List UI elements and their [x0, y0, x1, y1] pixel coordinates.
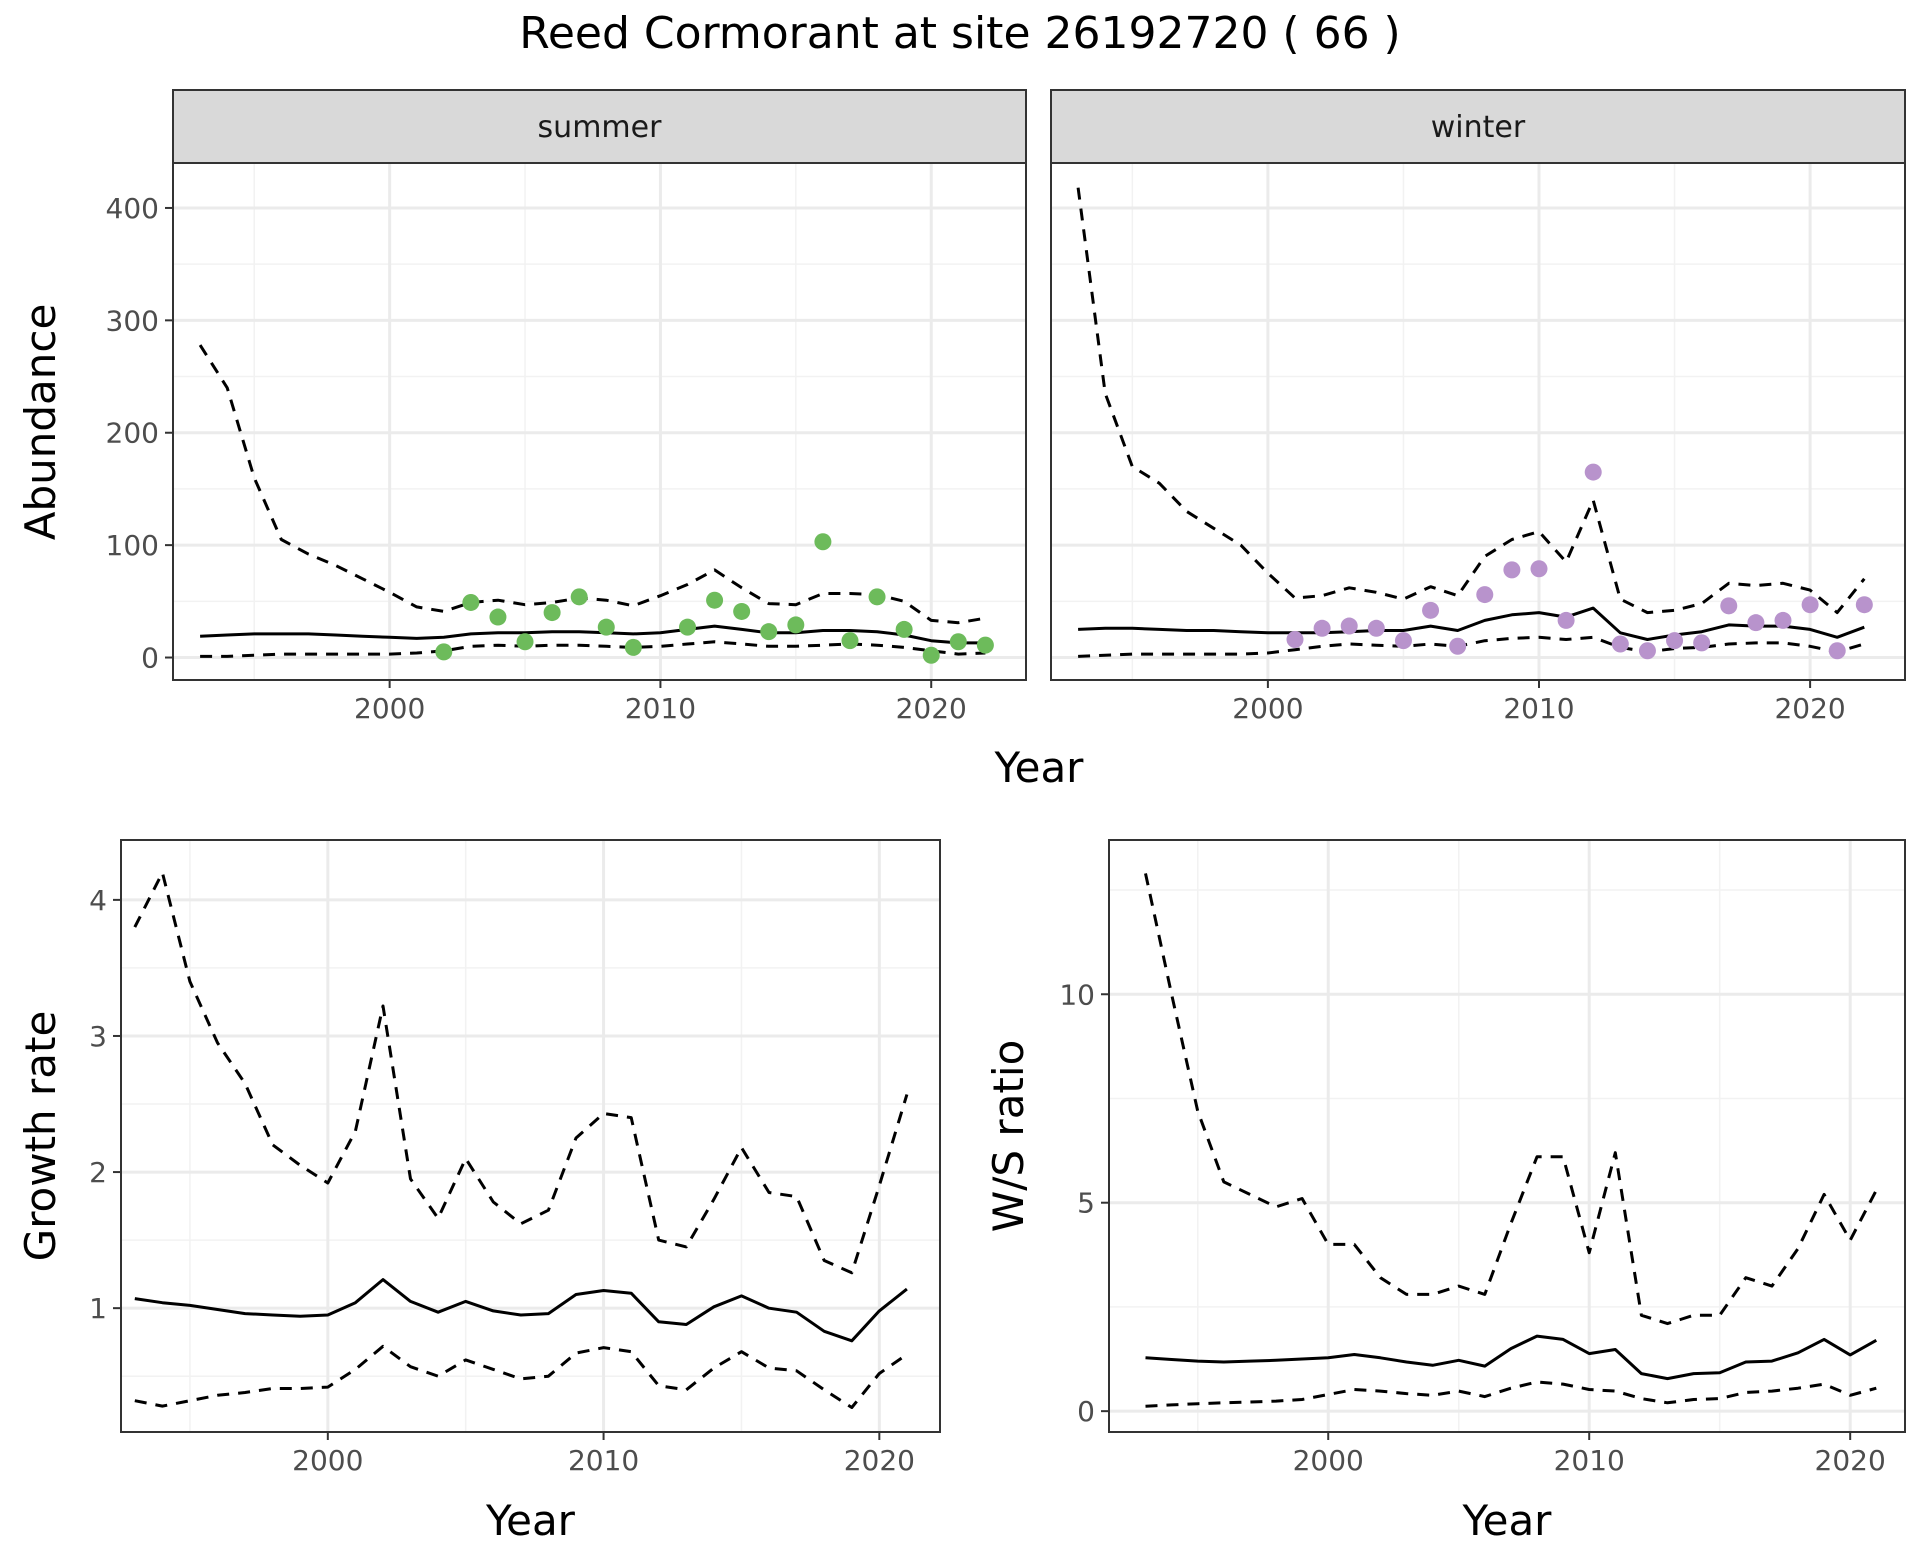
- x-tick-label: 2010: [1503, 692, 1574, 725]
- y-tick-label: 100: [106, 529, 159, 562]
- data-point: [1720, 597, 1738, 615]
- data-point: [597, 618, 615, 636]
- data-point: [462, 593, 480, 611]
- data-point: [1638, 642, 1656, 660]
- lower-bound-line: [1078, 635, 1865, 658]
- panel-border: [1050, 162, 1906, 681]
- data-point: [435, 643, 453, 661]
- data-point: [543, 604, 561, 622]
- data-point: [570, 588, 588, 606]
- data-point: [1855, 596, 1873, 614]
- mean-line: [200, 624, 986, 645]
- facet-strip: [1050, 89, 1906, 164]
- x-tick-label: 2020: [844, 1444, 915, 1477]
- data-point: [1313, 619, 1331, 637]
- data-point: [1449, 637, 1467, 655]
- lower-bound-line: [1145, 1380, 1877, 1408]
- y-tick-label: 0: [1077, 1395, 1095, 1428]
- data-point: [868, 588, 886, 606]
- x-tick-label: 2020: [1815, 1444, 1886, 1477]
- data-point: [1693, 634, 1711, 652]
- data-point: [706, 591, 724, 609]
- upper-bound-line: [133, 871, 909, 1275]
- x-tick-label: 2020: [896, 692, 967, 725]
- y-axis-title: Abundance: [16, 304, 65, 541]
- x-tick-label: 2000: [292, 1444, 363, 1477]
- x-axis-title: Year: [1462, 1496, 1553, 1545]
- mean-line: [1078, 606, 1865, 641]
- data-point: [814, 533, 832, 551]
- data-point: [787, 616, 805, 634]
- mean-line: [1145, 1334, 1878, 1381]
- data-point: [949, 633, 967, 651]
- facet-strip-label: winter: [1431, 110, 1526, 145]
- data-point: [1476, 586, 1494, 604]
- upper-bound-line: [1076, 187, 1866, 615]
- facet-strip: [172, 89, 1027, 164]
- data-point: [1584, 463, 1602, 481]
- data-point: [489, 608, 507, 626]
- y-axis-title: W/S ratio: [984, 1040, 1033, 1233]
- data-point: [1611, 635, 1629, 653]
- x-tick-label: 2010: [1554, 1444, 1625, 1477]
- x-axis-title: Year: [485, 1496, 576, 1545]
- facet-strip-label: summer: [538, 110, 663, 145]
- data-point: [1801, 596, 1819, 614]
- y-tick-label: 3: [89, 1020, 107, 1053]
- x-tick-label: 2000: [1293, 1444, 1364, 1477]
- x-tick-label: 2000: [1232, 692, 1303, 725]
- data-point: [516, 633, 534, 651]
- y-tick-label: 4: [89, 884, 107, 917]
- upper-bound-line: [198, 344, 986, 625]
- x-tick-label: 2010: [625, 692, 696, 725]
- y-tick-label: 1: [89, 1292, 107, 1325]
- y-tick-label: 10: [1059, 978, 1095, 1011]
- x-axis-title: Year: [994, 743, 1085, 792]
- lower-bound-line: [200, 640, 986, 658]
- y-tick-label: 200: [106, 417, 159, 450]
- data-point: [922, 646, 940, 664]
- mean-line: [134, 1278, 908, 1343]
- data-point: [1530, 560, 1548, 578]
- panel-border: [120, 839, 941, 1433]
- lower-bound-line: [134, 1344, 908, 1409]
- y-tick-label: 300: [106, 304, 159, 337]
- y-tick-label: 2: [89, 1156, 107, 1189]
- data-point: [760, 623, 778, 641]
- data-point: [1747, 614, 1765, 632]
- data-point: [1666, 632, 1684, 650]
- x-tick-label: 2020: [1774, 692, 1845, 725]
- y-axis-title: Growth rate: [16, 1011, 65, 1262]
- data-point: [1557, 611, 1575, 629]
- data-point: [1774, 611, 1792, 629]
- chart-title: Reed Cormorant at site 26192720 ( 66 ): [519, 8, 1401, 59]
- data-point: [1367, 619, 1385, 637]
- data-point: [1394, 632, 1412, 650]
- data-point: [976, 636, 994, 654]
- data-point: [1503, 561, 1521, 579]
- upper-bound-line: [1144, 873, 1878, 1326]
- panel-border: [1108, 839, 1906, 1433]
- x-tick-label: 2010: [568, 1444, 639, 1477]
- y-tick-label: 400: [106, 192, 159, 225]
- x-tick-label: 2000: [354, 692, 425, 725]
- data-point: [679, 618, 697, 636]
- data-point: [1340, 617, 1358, 635]
- data-point: [624, 638, 642, 656]
- panel-border: [172, 162, 1027, 681]
- data-point: [1828, 642, 1846, 660]
- data-point: [1286, 631, 1304, 649]
- y-tick-label: 0: [141, 642, 159, 675]
- data-point: [841, 632, 859, 650]
- y-tick-label: 5: [1077, 1187, 1095, 1220]
- data-point: [895, 620, 913, 638]
- data-point: [733, 602, 751, 620]
- data-point: [1422, 601, 1440, 619]
